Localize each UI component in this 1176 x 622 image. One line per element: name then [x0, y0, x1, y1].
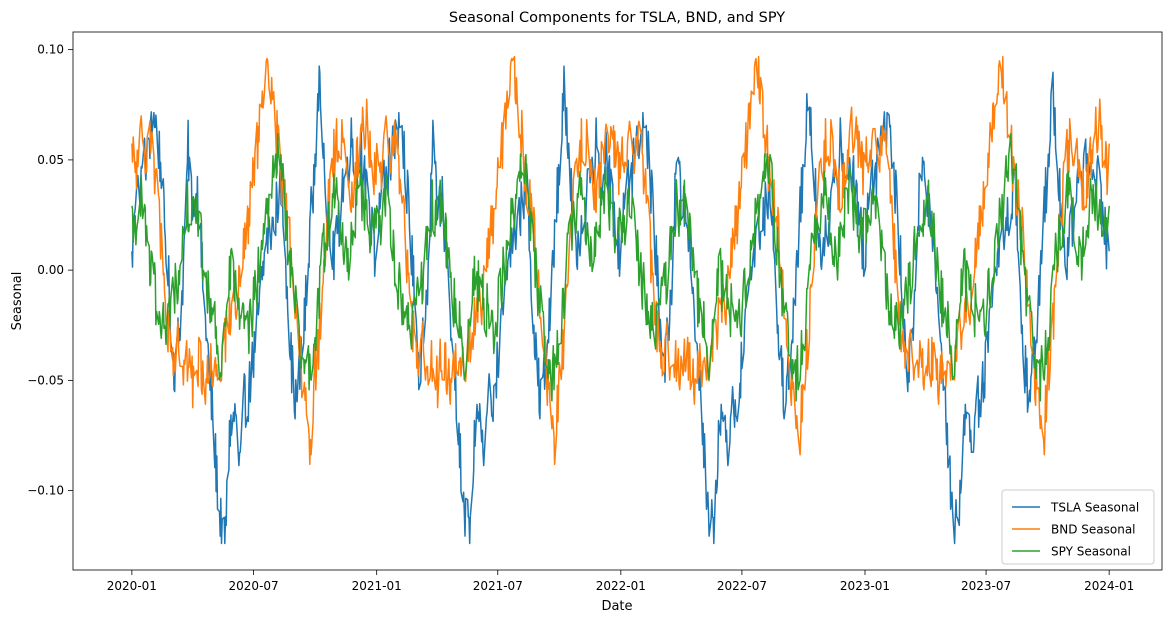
y-tick-label: −0.10	[27, 484, 64, 498]
x-tick-label: 2024-01	[1084, 579, 1134, 593]
x-axis-title: Date	[601, 599, 632, 614]
chart-title: Seasonal Components for TSLA, BND, and S…	[449, 10, 785, 26]
y-axis-title: Seasonal	[10, 272, 25, 331]
legend-label: TSLA Seasonal	[1050, 501, 1139, 515]
legend-frame	[1001, 489, 1155, 565]
x-tick-label: 2022-01	[596, 579, 646, 593]
y-tick-label: 0.10	[37, 43, 64, 57]
y-tick-label: −0.05	[27, 373, 64, 387]
legend-label: SPY Seasonal	[1051, 545, 1131, 559]
x-tick-label: 2023-01	[840, 579, 890, 593]
x-tick-label: 2021-01	[352, 579, 402, 593]
x-tick-label: 2023-07	[961, 579, 1011, 593]
legend-label: BND Seasonal	[1051, 523, 1136, 537]
axes-frame	[72, 31, 1163, 571]
y-tick-label: 0.05	[37, 153, 64, 167]
y-tick-label: 0.00	[37, 263, 64, 277]
series-line-bnd	[131, 55, 1110, 466]
series-layer	[131, 55, 1110, 545]
x-tick-label: 2020-07	[229, 579, 279, 593]
series-line-spy	[131, 132, 1110, 402]
series-line-tsla	[131, 65, 1110, 545]
y-axis-ticks: −0.10 −0.05 0.00 0.05 0.10	[27, 43, 73, 498]
legend: TSLA Seasonal BND Seasonal SPY Seasonal	[1001, 489, 1155, 565]
plot-area	[72, 31, 1163, 571]
x-tick-label: 2021-07	[473, 579, 523, 593]
x-tick-label: 2020-01	[107, 579, 157, 593]
x-tick-label: 2022-07	[717, 579, 767, 593]
x-axis-ticks: 2020-01 2020-07 2021-01 2021-07 2022-01 2022-…	[107, 570, 1134, 593]
